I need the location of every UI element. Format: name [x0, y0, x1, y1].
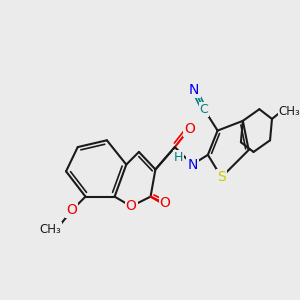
Text: N: N [187, 158, 197, 172]
Text: CH₃: CH₃ [40, 223, 62, 236]
Text: C: C [200, 103, 208, 116]
Text: O: O [184, 122, 195, 136]
Text: S: S [217, 170, 226, 184]
Text: O: O [126, 199, 136, 213]
Text: O: O [66, 203, 77, 217]
Text: H: H [174, 151, 183, 164]
Text: N: N [189, 83, 200, 97]
Text: CH₃: CH₃ [279, 105, 300, 118]
Text: O: O [160, 196, 171, 210]
